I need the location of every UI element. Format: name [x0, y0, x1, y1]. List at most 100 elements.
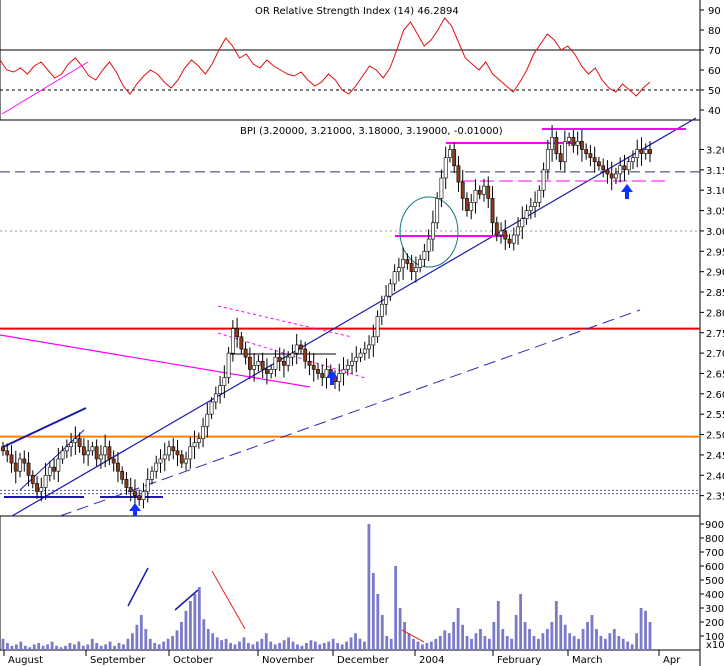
volume-bar — [572, 636, 576, 650]
volume-bar — [50, 641, 54, 650]
candle — [405, 259, 410, 264]
candle — [579, 141, 584, 150]
volume-bar — [238, 641, 241, 650]
volume-bar — [10, 645, 14, 650]
candle — [597, 161, 601, 167]
volume-bar — [559, 615, 563, 650]
candle — [418, 259, 423, 268]
volume-bar — [389, 638, 393, 650]
volume-bar — [273, 644, 277, 650]
volume-bar — [108, 641, 112, 650]
price-tick-label: 2.75 — [706, 329, 724, 340]
up-arrow-icon — [129, 503, 141, 516]
volume-bar — [55, 645, 58, 650]
volume-bar — [202, 619, 206, 650]
candle — [184, 458, 188, 464]
candle — [567, 136, 572, 142]
volume-bar — [412, 638, 415, 650]
candle — [396, 267, 401, 272]
candle — [18, 458, 22, 472]
candle — [435, 198, 440, 224]
candle — [482, 185, 486, 195]
candle — [601, 165, 606, 171]
volume-bar — [550, 622, 554, 650]
volume-bar — [438, 636, 442, 650]
candle — [384, 295, 388, 305]
volume-bar — [139, 615, 143, 650]
candle — [469, 202, 474, 211]
candle — [524, 210, 529, 220]
candle — [507, 238, 512, 244]
candle — [486, 185, 491, 199]
candle — [545, 149, 550, 171]
volume-bar — [617, 636, 621, 650]
volume-bar — [46, 644, 50, 650]
candle — [128, 487, 133, 492]
candle — [77, 438, 82, 448]
volume-tick-label-unit: x100 — [706, 640, 724, 651]
price-tick-label: 2.50 — [706, 431, 724, 442]
volume-bar — [349, 637, 353, 650]
volume-bar — [81, 645, 85, 650]
candle — [614, 173, 618, 179]
candle — [299, 344, 303, 350]
volume-bar — [175, 630, 179, 650]
volume-bar — [193, 594, 197, 650]
candle — [137, 495, 142, 501]
volume-bar — [23, 645, 27, 650]
volume-bar — [563, 624, 567, 650]
volume-bar — [514, 615, 518, 650]
candle — [554, 136, 559, 154]
price-tick-label: 2.95 — [706, 247, 724, 258]
volume-bar — [385, 636, 389, 650]
candle — [171, 446, 176, 452]
candle — [116, 462, 120, 472]
volume-bar — [313, 641, 317, 650]
price-tick-label: 3.15 — [706, 166, 724, 177]
volume-bar — [456, 608, 460, 650]
candle — [209, 401, 214, 415]
candle — [375, 316, 380, 338]
candle — [503, 230, 508, 240]
volume-bar — [528, 629, 531, 650]
candle — [307, 360, 312, 366]
volume-bar — [407, 633, 411, 650]
candle — [86, 450, 91, 456]
candle — [409, 263, 414, 272]
volume-bar — [639, 608, 643, 650]
candle — [56, 458, 61, 472]
trendline-dashed — [59, 309, 641, 517]
candle — [192, 442, 197, 448]
volume-bar — [41, 645, 45, 650]
volume-tick-label: 90000 — [705, 520, 724, 531]
volume-bar — [233, 644, 237, 650]
volume-bar — [505, 636, 509, 650]
volume-bar — [545, 629, 549, 650]
candle — [401, 259, 406, 268]
candle — [22, 458, 27, 464]
candle — [9, 454, 14, 464]
volume-bar — [32, 644, 36, 650]
x-tick-label: December — [337, 655, 390, 666]
candle — [154, 462, 159, 472]
candle — [226, 352, 231, 378]
x-tick-label: August — [8, 655, 43, 666]
volume-bar — [380, 615, 384, 650]
candle — [443, 157, 448, 179]
candle — [592, 157, 597, 163]
channel-top — [217, 305, 353, 338]
volume-bar — [122, 644, 125, 650]
volume-bar — [443, 630, 447, 650]
trendline-blue-aug — [2, 407, 87, 448]
volume-bar — [278, 643, 282, 650]
x-tick-label: October — [173, 655, 214, 666]
candle — [265, 369, 269, 374]
candle — [448, 149, 452, 158]
candle — [243, 348, 248, 358]
x-tick-label: September — [90, 655, 146, 666]
candle — [537, 189, 542, 203]
volume-bar — [336, 643, 340, 650]
candle — [452, 149, 457, 167]
volume-tick-label: 30000 — [705, 604, 724, 615]
